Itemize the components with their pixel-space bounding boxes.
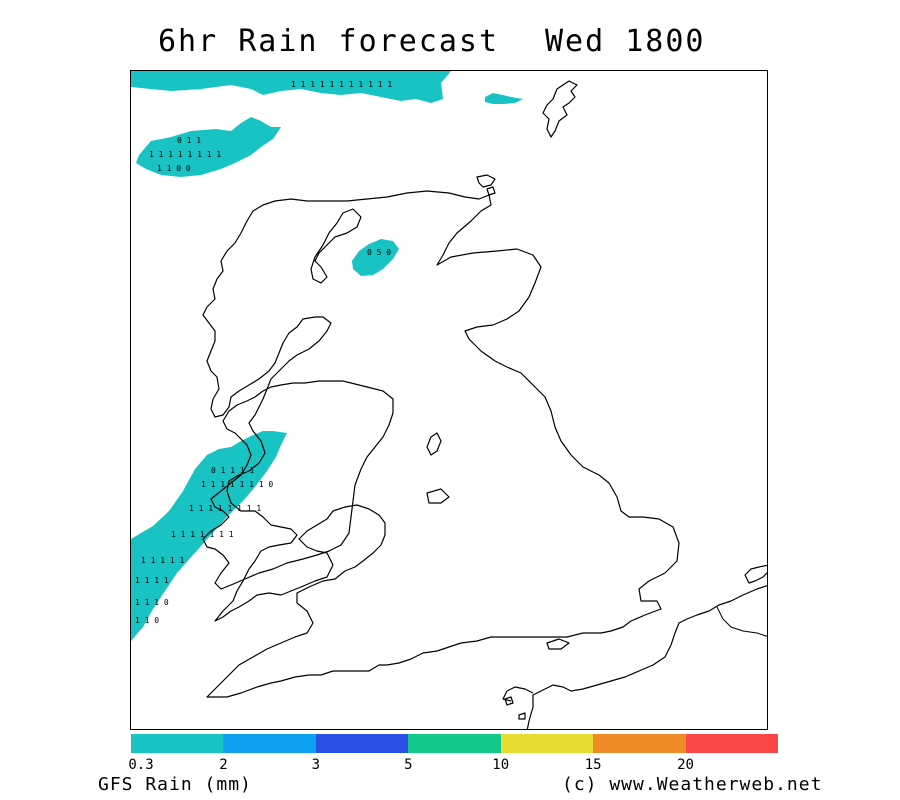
coast-ireland [202, 380, 394, 590]
coast-shetland [542, 80, 578, 138]
digits-ireland-3: 1 1 1 1 1 1 1 1 [189, 504, 261, 513]
rain-area-north-atlantic-top [131, 71, 451, 103]
legend-tick-label: 10 [492, 757, 510, 773]
legend-swatch-6 [685, 734, 778, 753]
copyright-notice: (c) www.Weatherweb.net [562, 774, 823, 795]
coast-cotentin [502, 686, 534, 702]
legend-swatch-2 [315, 734, 409, 753]
rain-map: 1 1 1 1 1 1 1 1 1 1 1 0 1 1 1 1 1 1 1 1 … [131, 71, 767, 729]
digits-ireland-8: 1 1 0 [135, 616, 159, 625]
rain-area-faroe [485, 93, 523, 104]
digits-ireland-4: 1 1 1 1 1 1 1 [171, 530, 234, 539]
digits-ireland-2: 1 1 1 1 1 1 1 0 [201, 480, 273, 489]
legend-swatch-0 [131, 734, 224, 753]
forecast-time: Wed 1800 [545, 24, 706, 59]
coast-anglesey [426, 488, 450, 504]
coast-isle-of-man [426, 432, 442, 456]
legend-color-bar [131, 734, 778, 753]
coast-orkney [476, 174, 496, 196]
legend-tick-label: 0.3 [128, 757, 154, 773]
coast-isle-of-wight [546, 638, 570, 650]
rain-area-north-atlantic-west [136, 117, 281, 177]
coast-western-isles [310, 208, 362, 284]
border-france-belgium [716, 606, 767, 637]
legend-tick-label: 5 [404, 757, 413, 773]
coast-channel-islands [504, 696, 526, 720]
forecast-title: 6hr Rain forecast [158, 24, 500, 59]
digits-ireland-7: 1 1 1 0 [135, 598, 169, 607]
coast-netherlands [744, 564, 767, 584]
legend-title: GFS Rain (mm) [98, 774, 252, 795]
legend-swatch-1 [223, 734, 316, 753]
digits-west-1: 0 1 1 [177, 136, 201, 145]
digits-north-top: 1 1 1 1 1 1 1 1 1 1 1 [291, 80, 392, 89]
legend-swatch-3 [408, 734, 501, 753]
legend-tick-label: 2 [219, 757, 228, 773]
coastlines [202, 80, 767, 729]
legend-swatch-5 [593, 734, 686, 753]
digits-skye: 0 5 0 [367, 248, 391, 257]
coast-great-britain [202, 190, 680, 698]
legend-tick-label: 20 [677, 757, 694, 773]
digits-west-2: 1 1 1 1 1 1 1 1 [149, 150, 221, 159]
rain-area-west-ireland [131, 431, 287, 641]
digits-ireland-6: 1 1 1 1 [135, 576, 169, 585]
digits-ireland-5: 1 1 1 1 1 [141, 556, 185, 565]
coast-france [526, 585, 767, 729]
legend-tick-label: 3 [311, 757, 321, 773]
rain-areas [131, 71, 523, 641]
legend-swatch-4 [500, 734, 594, 753]
map-frame: 1 1 1 1 1 1 1 1 1 1 1 0 1 1 1 1 1 1 1 1 … [130, 70, 768, 730]
digits-ireland-1: 0 1 1 1 1 [211, 466, 255, 475]
rain-digit-markers: 1 1 1 1 1 1 1 1 1 1 1 0 1 1 1 1 1 1 1 1 … [135, 80, 392, 625]
digits-west-3: 1 1 0 0 [157, 164, 191, 173]
legend-tick-label: 15 [584, 757, 602, 773]
rain-area-skye [352, 239, 399, 276]
